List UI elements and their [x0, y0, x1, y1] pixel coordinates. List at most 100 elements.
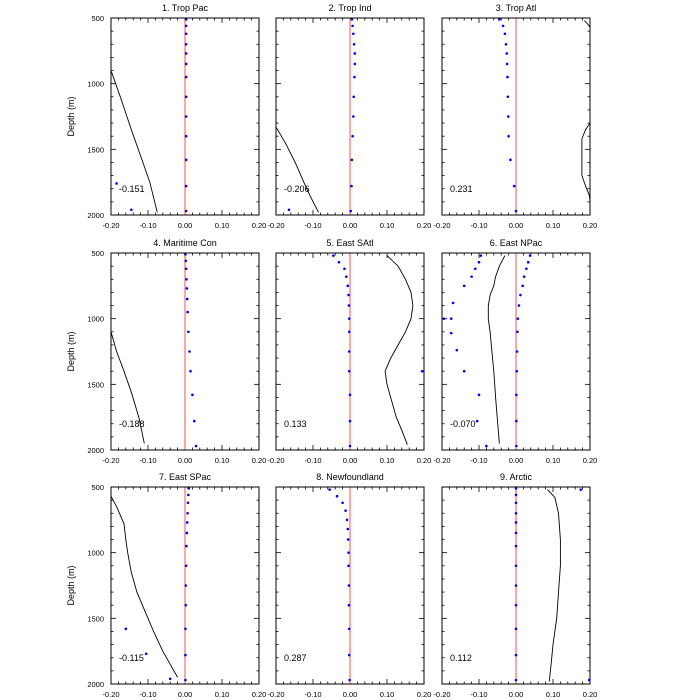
- panel-4: 4. Maritime Con -0.20 -0.10 0.00 0.10 0.20 500…: [66, 238, 266, 465]
- data-point: [474, 267, 477, 271]
- x-tick-label: 0.10: [215, 221, 230, 230]
- y-tick-label: 2000: [87, 680, 104, 689]
- panel-frame: [441, 17, 591, 216]
- data-point: [184, 32, 188, 36]
- x-tick-label: 0.10: [546, 456, 561, 465]
- x-tick-label: 0.10: [380, 221, 395, 230]
- data-point: [144, 652, 148, 656]
- data-point: [485, 444, 488, 448]
- panel-title: 8. Newfoundland: [316, 472, 384, 482]
- data-point: [514, 584, 518, 587]
- data-point: [287, 208, 291, 212]
- x-tick-label: -0.10: [470, 221, 487, 230]
- data-point: [442, 317, 446, 320]
- data-point: [455, 348, 459, 352]
- data-point: [337, 260, 341, 264]
- data-point: [184, 158, 188, 162]
- panel-title: 9. Arctic: [500, 472, 533, 482]
- data-point: [505, 52, 509, 55]
- x-tick-label: 0.00: [178, 456, 193, 465]
- data-point: [168, 677, 172, 681]
- profile-curve: [584, 20, 590, 28]
- data-point: [528, 254, 532, 257]
- panel-frame: [275, 17, 425, 216]
- data-point: [341, 501, 344, 505]
- data-point: [506, 75, 509, 79]
- data-point: [507, 134, 510, 138]
- x-tick-label: -0.10: [304, 456, 321, 465]
- data-point: [332, 254, 335, 257]
- data-point: [185, 544, 188, 548]
- data-point: [191, 393, 194, 397]
- correlation-label: 0.133: [284, 419, 307, 429]
- data-point: [130, 208, 133, 212]
- x-tick-label: 0.00: [343, 456, 358, 465]
- data-point: [449, 331, 453, 335]
- data-point: [479, 254, 483, 257]
- profile-curve: [111, 70, 158, 213]
- data-point: [184, 42, 188, 46]
- data-point: [184, 267, 188, 271]
- data-point: [514, 501, 518, 505]
- panel-2: 2. Trop Ind -0.20 -0.10 0.00 0.10 0.20 -0.206: [267, 3, 431, 230]
- profile-curve: [111, 331, 145, 444]
- correlation-label: -0.206: [284, 184, 310, 194]
- x-tick-label: 0.20: [417, 456, 432, 465]
- x-tick-label: -0.20: [102, 456, 119, 465]
- x-tick-label: -0.20: [433, 456, 450, 465]
- data-point: [184, 209, 188, 213]
- data-point: [184, 184, 188, 188]
- data-point: [515, 393, 518, 397]
- data-point: [347, 584, 351, 587]
- y-axis-label: Depth (m): [66, 565, 76, 605]
- data-point: [351, 24, 354, 28]
- data-point: [350, 184, 353, 188]
- data-point: [328, 488, 331, 491]
- y-tick-label: 2000: [87, 446, 104, 455]
- data-point: [335, 494, 339, 498]
- data-point: [353, 75, 356, 79]
- data-point: [477, 393, 481, 397]
- data-point: [350, 158, 354, 162]
- data-point: [512, 184, 516, 188]
- panel-title: 1. Trop Pac: [162, 3, 209, 13]
- panel-1: 1. Trop Pac -0.20 -0.10 0.00 0.10 0.20 500 1000…: [66, 3, 266, 230]
- data-point: [514, 511, 518, 515]
- data-point: [347, 293, 350, 297]
- data-point: [509, 158, 512, 162]
- data-point: [347, 304, 351, 307]
- panel-title: 3. Trop Atl: [496, 3, 537, 13]
- data-point: [514, 487, 518, 490]
- data-point: [515, 419, 518, 423]
- data-point: [346, 538, 350, 541]
- data-point: [514, 678, 518, 682]
- data-point: [353, 62, 357, 66]
- x-tick-label: -0.10: [470, 690, 487, 699]
- data-point: [516, 330, 519, 334]
- data-point: [185, 277, 188, 281]
- data-point: [186, 501, 190, 505]
- x-tick-label: 0.00: [509, 456, 524, 465]
- x-tick-label: -0.20: [433, 221, 450, 230]
- data-point: [184, 259, 188, 263]
- data-point: [519, 293, 522, 297]
- correlation-label: -0.070: [450, 419, 476, 429]
- data-point: [347, 564, 350, 568]
- x-tick-label: 0.10: [380, 456, 395, 465]
- data-point: [184, 678, 187, 682]
- data-point: [189, 369, 192, 373]
- data-point: [347, 350, 351, 353]
- x-tick-label: 0.20: [417, 690, 432, 699]
- data-point: [352, 42, 356, 46]
- data-point: [184, 564, 188, 568]
- data-point: [349, 209, 353, 213]
- panel-title: 7. East SPac: [159, 472, 212, 482]
- x-tick-label: 0.00: [343, 690, 358, 699]
- data-point: [505, 62, 509, 66]
- panel-frame: [441, 486, 591, 685]
- correlation-label: 0.112: [450, 653, 472, 663]
- x-tick-label: 0.20: [252, 221, 267, 230]
- panel-title: 6. East NPac: [490, 238, 543, 248]
- data-point: [503, 32, 507, 36]
- panel-7: 7. East SPac -0.20 -0.10 0.00 0.10 0.20 500 100…: [66, 472, 266, 699]
